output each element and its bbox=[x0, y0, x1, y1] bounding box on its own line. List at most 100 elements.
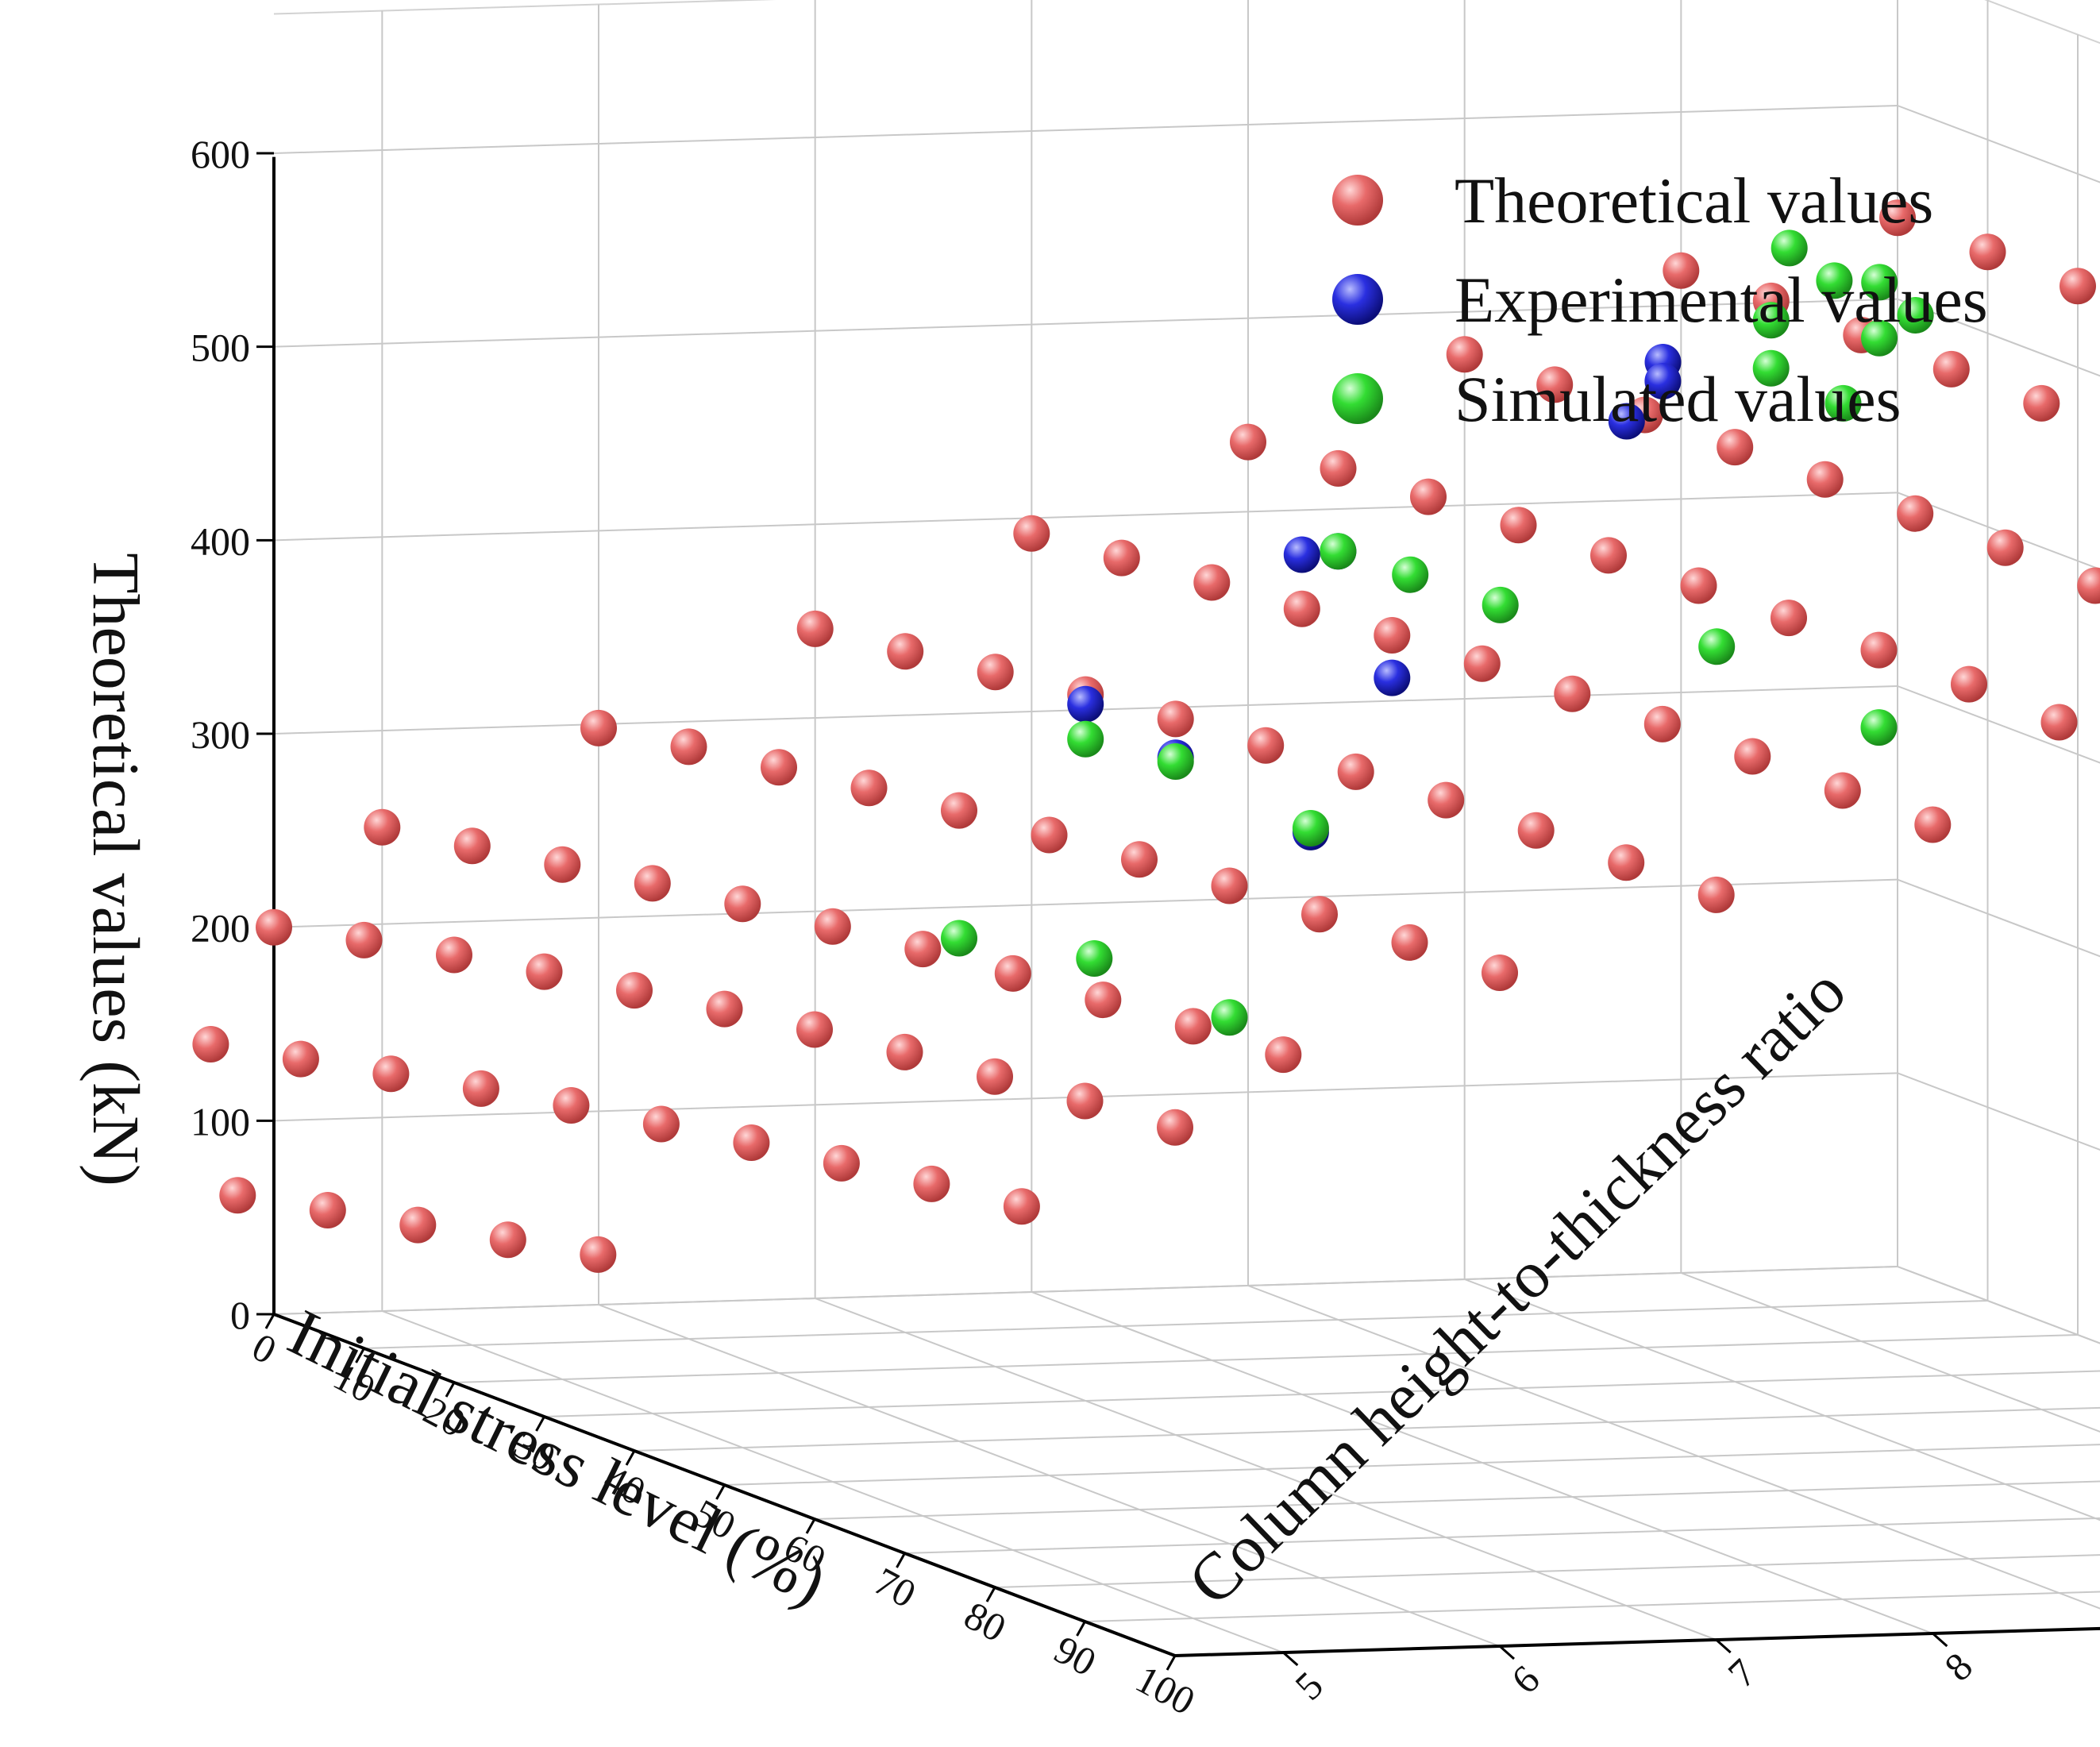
theoretical-point bbox=[1174, 1008, 1212, 1045]
theoretical-point bbox=[1103, 539, 1140, 577]
floor-gridline-x bbox=[994, 1554, 2100, 1588]
theoretical-point bbox=[1951, 665, 1987, 703]
experimental-point bbox=[1644, 363, 1682, 399]
theoretical-point bbox=[1986, 529, 2024, 566]
experimental-point bbox=[1283, 536, 1320, 573]
simulated-point bbox=[1861, 264, 1898, 301]
chart-walls bbox=[273, 0, 2100, 1656]
simulated-point bbox=[1752, 349, 1790, 387]
simulated-point bbox=[1824, 384, 1862, 422]
theoretical-point bbox=[436, 936, 472, 974]
theoretical-point bbox=[1536, 366, 1574, 403]
simulated-point bbox=[1698, 628, 1736, 665]
simulated-point bbox=[1211, 999, 1248, 1036]
theoretical-point bbox=[544, 846, 581, 883]
theoretical-point bbox=[994, 954, 1031, 992]
y-tick-mark bbox=[1932, 1632, 1948, 1648]
theoretical-point bbox=[1391, 924, 1428, 961]
floor-gridline-y bbox=[1680, 1272, 2100, 1433]
simulated-point bbox=[1816, 262, 1853, 299]
theoretical-point bbox=[706, 990, 743, 1028]
y-tick-label: 5 bbox=[1286, 1663, 1331, 1709]
floor-gridline-x bbox=[814, 1480, 2100, 1520]
theoretical-point bbox=[1914, 806, 1952, 843]
floor-gridline-x bbox=[1085, 1591, 2100, 1622]
floor-gridline-x bbox=[724, 1444, 2100, 1486]
theoretical-point bbox=[823, 1144, 860, 1182]
z-tick-label: 0 bbox=[230, 1293, 250, 1337]
theoretical-point bbox=[489, 1221, 526, 1259]
theoretical-point bbox=[1500, 507, 1537, 544]
theoretical-point bbox=[1301, 896, 1338, 933]
simulated-point bbox=[1157, 743, 1194, 780]
legend-label-simulated: Simulated values bbox=[1455, 363, 1902, 435]
theoretical-point bbox=[2077, 567, 2100, 604]
theoretical-point bbox=[372, 1055, 410, 1093]
theoretical-point bbox=[904, 931, 942, 968]
theoretical-point bbox=[219, 1177, 256, 1214]
y-tick-label: 7 bbox=[1719, 1650, 1764, 1696]
x-tick-mark bbox=[1076, 1621, 1086, 1637]
simulated-point bbox=[1752, 302, 1790, 339]
x-tick-label: 100 bbox=[1129, 1656, 1203, 1724]
simulated-point bbox=[1392, 556, 1429, 593]
theoretical-point bbox=[256, 908, 292, 946]
left-wall-gridline-z bbox=[273, 298, 1898, 348]
back-top-edge-right bbox=[1984, 0, 2100, 44]
experimental-point bbox=[1374, 659, 1411, 696]
floor-gridline-y bbox=[1464, 1278, 2100, 1521]
z-tick-label: 500 bbox=[191, 326, 250, 370]
simulated-point bbox=[1861, 319, 1898, 357]
legend-marker-theoretical bbox=[1332, 175, 1383, 226]
theoretical-point bbox=[1482, 954, 1518, 991]
floor-gridline-x bbox=[364, 1300, 1988, 1349]
x-tick-label: 80 bbox=[958, 1593, 1013, 1651]
theoretical-point bbox=[1121, 841, 1158, 878]
theoretical-point bbox=[1680, 567, 1717, 604]
theoretical-point bbox=[616, 972, 653, 1009]
theoretical-point bbox=[1608, 844, 1645, 881]
theoretical-point bbox=[733, 1124, 770, 1161]
x-tick-label: 0 bbox=[245, 1324, 283, 1372]
theoretical-point bbox=[1643, 705, 1681, 742]
legend-label-theoretical: Theoretical values bbox=[1455, 164, 1933, 237]
theoretical-point bbox=[796, 1011, 833, 1048]
theoretical-point bbox=[1003, 1188, 1040, 1225]
theoretical-point bbox=[1211, 867, 1248, 904]
legend-marker-experimental bbox=[1332, 274, 1383, 325]
x-tick-mark bbox=[445, 1382, 456, 1398]
back-wall-gridline-z bbox=[1897, 492, 2100, 571]
theoretical-point bbox=[850, 769, 888, 807]
z-tick-label: 200 bbox=[191, 906, 250, 951]
theoretical-point bbox=[1085, 981, 1122, 1019]
x-tick-mark bbox=[1166, 1655, 1177, 1671]
simulated-point bbox=[1292, 810, 1329, 847]
theoretical-point bbox=[1320, 449, 1357, 487]
back-wall-gridline-z bbox=[1897, 1266, 2100, 1344]
simulated-point bbox=[1076, 940, 1113, 977]
theoretical-point bbox=[1590, 537, 1627, 574]
theoretical-point bbox=[453, 827, 491, 865]
theoretical-point bbox=[1157, 700, 1194, 738]
theoretical-point bbox=[2023, 384, 2060, 422]
theoretical-point bbox=[1824, 772, 1861, 809]
theoretical-point bbox=[1463, 645, 1501, 682]
x-tick-mark bbox=[355, 1348, 365, 1363]
theoretical-point bbox=[977, 654, 1014, 691]
theoretical-point bbox=[580, 709, 617, 746]
theoretical-point bbox=[1337, 753, 1374, 790]
theoretical-point bbox=[761, 749, 797, 786]
x-tick-mark bbox=[625, 1450, 636, 1466]
back-top-edge-left bbox=[273, 0, 776, 15]
z-tick-label: 600 bbox=[191, 132, 250, 176]
back-wall-gridline-z bbox=[1897, 105, 2100, 183]
chart-points bbox=[192, 199, 2100, 1273]
theoretical-point bbox=[670, 728, 707, 766]
legend-label-experimental: Experimental values bbox=[1455, 264, 1988, 336]
experimental-point bbox=[1608, 403, 1645, 440]
theoretical-point bbox=[1157, 1109, 1193, 1146]
z-tick-label: 300 bbox=[191, 712, 250, 757]
theoretical-point bbox=[1717, 429, 1754, 466]
floor-gridline-x bbox=[273, 1266, 1898, 1315]
